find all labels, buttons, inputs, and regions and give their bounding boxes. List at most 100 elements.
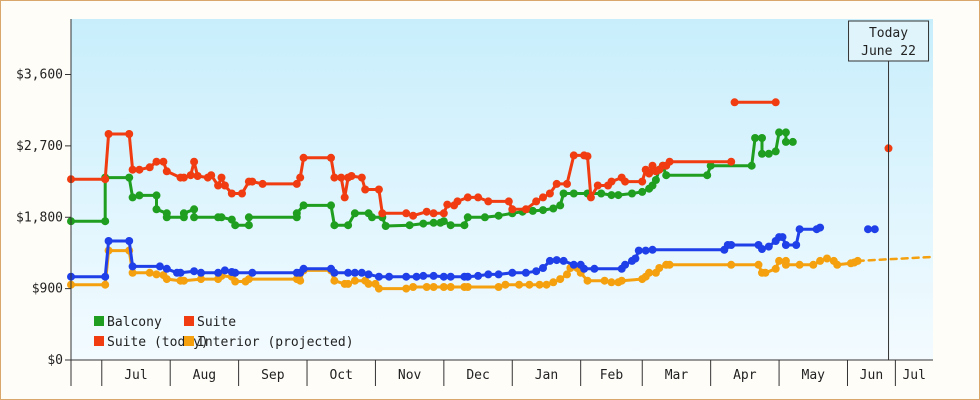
data-point xyxy=(330,276,339,285)
data-point xyxy=(409,211,418,220)
data-point xyxy=(104,237,113,245)
data-point xyxy=(327,153,335,162)
data-point xyxy=(463,213,472,222)
data-point xyxy=(152,157,161,166)
data-point xyxy=(607,278,616,287)
data-point xyxy=(101,280,110,289)
data-point xyxy=(374,185,383,194)
data-point xyxy=(508,205,517,214)
data-point xyxy=(402,284,411,293)
data-point xyxy=(145,268,154,277)
legend-swatch xyxy=(184,336,194,346)
data-point xyxy=(771,264,780,273)
data-point xyxy=(559,256,568,265)
data-point xyxy=(586,193,595,202)
data-point xyxy=(638,187,647,196)
legend-item-suite: Suite xyxy=(184,315,236,330)
data-point xyxy=(190,267,199,276)
data-point xyxy=(248,268,257,277)
data-point xyxy=(590,264,599,273)
data-point xyxy=(330,173,339,182)
data-point xyxy=(128,268,137,277)
data-point xyxy=(569,151,578,160)
x-tick-label: Apr xyxy=(733,368,757,383)
data-point xyxy=(101,272,110,281)
data-point xyxy=(795,260,804,269)
data-point xyxy=(781,137,790,146)
data-point xyxy=(125,237,134,245)
data-point xyxy=(532,197,541,206)
data-point xyxy=(176,268,185,277)
series-ocean-view-today- xyxy=(864,225,879,234)
data-point xyxy=(607,177,616,186)
x-tick-label: Nov xyxy=(398,368,422,383)
data-point xyxy=(645,268,654,277)
data-point xyxy=(494,283,503,291)
data-point xyxy=(583,152,592,161)
data-point xyxy=(374,284,383,293)
data-point xyxy=(197,268,205,277)
legend-label: Suite (today) xyxy=(107,335,209,350)
data-point xyxy=(128,165,137,174)
data-point xyxy=(446,272,455,281)
data-point xyxy=(186,171,195,180)
data-point xyxy=(563,179,571,188)
data-point xyxy=(559,189,568,198)
data-point xyxy=(214,181,223,190)
data-point xyxy=(532,267,541,276)
data-point xyxy=(299,264,308,273)
data-point xyxy=(781,128,790,137)
data-point xyxy=(231,277,240,286)
data-point xyxy=(754,260,763,269)
data-point xyxy=(446,221,455,230)
data-point xyxy=(330,268,339,277)
data-point xyxy=(552,256,561,265)
data-point xyxy=(357,173,366,182)
x-tick-label: Feb xyxy=(600,368,624,383)
data-point xyxy=(439,272,448,281)
data-point xyxy=(330,221,339,230)
data-point xyxy=(128,193,137,202)
data-point xyxy=(539,264,547,272)
data-point xyxy=(409,283,418,291)
data-point xyxy=(621,177,630,186)
data-point xyxy=(597,189,606,198)
y-tick-label: $2,700 xyxy=(16,139,63,154)
data-point xyxy=(190,205,199,214)
data-point xyxy=(402,272,411,281)
data-point xyxy=(152,205,161,214)
data-point xyxy=(600,276,609,285)
data-point xyxy=(764,242,773,251)
data-point xyxy=(730,98,739,107)
data-point xyxy=(350,276,359,285)
data-point xyxy=(484,270,493,279)
data-point xyxy=(152,191,161,200)
data-point xyxy=(651,176,660,184)
data-point xyxy=(405,221,414,230)
x-tick-label: Jun xyxy=(860,368,883,383)
data-point xyxy=(244,221,253,230)
data-point xyxy=(135,191,144,200)
data-point xyxy=(347,172,356,180)
data-point xyxy=(809,260,818,269)
data-point xyxy=(179,209,188,218)
data-point xyxy=(539,206,547,215)
series-layer xyxy=(67,98,935,293)
series-ocean-view xyxy=(67,223,825,281)
data-point xyxy=(525,280,534,289)
data-point xyxy=(795,225,804,234)
data-point xyxy=(775,256,784,265)
legend-label: Interior (projected) xyxy=(197,335,354,350)
data-point xyxy=(552,179,561,188)
data-point xyxy=(631,254,640,263)
data-point xyxy=(101,217,110,226)
data-point xyxy=(135,165,144,174)
data-point xyxy=(292,179,301,188)
data-point xyxy=(593,181,602,190)
data-point xyxy=(703,171,712,180)
data-point xyxy=(207,171,216,180)
data-point xyxy=(556,275,565,284)
today-marker: Today June 22 xyxy=(848,20,930,360)
data-point xyxy=(350,268,359,277)
